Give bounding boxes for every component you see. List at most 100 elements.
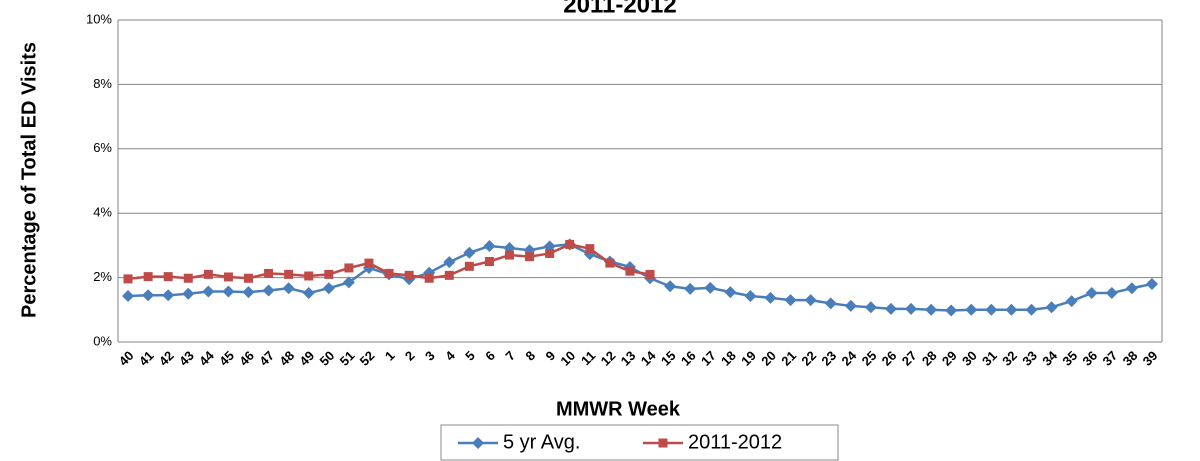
- data-point: [202, 285, 215, 298]
- data-point: [163, 272, 173, 282]
- x-tick-label: 1: [382, 348, 398, 364]
- data-point: [483, 240, 496, 253]
- x-tick-label: 18: [718, 348, 739, 369]
- legend-marker: [472, 437, 484, 449]
- data-point: [143, 272, 153, 282]
- legend-box: [440, 424, 839, 461]
- data-point: [905, 302, 918, 315]
- data-point: [1125, 282, 1138, 295]
- data-point: [505, 250, 514, 260]
- legend-label: 5 yr Avg.: [503, 431, 580, 453]
- data-point: [844, 299, 857, 312]
- x-tick-label: 41: [136, 348, 157, 369]
- x-tick-label: 28: [919, 348, 940, 369]
- x-tick-label: 24: [839, 347, 860, 368]
- data-point: [585, 244, 595, 254]
- data-point: [664, 280, 677, 293]
- x-tick-label: 32: [999, 348, 1020, 369]
- data-point: [463, 246, 476, 259]
- data-point: [945, 304, 958, 317]
- x-tick-label: 31: [979, 348, 1000, 369]
- data-point: [985, 303, 998, 316]
- data-point: [704, 281, 717, 294]
- data-point: [183, 273, 193, 283]
- x-tick-label: 12: [598, 348, 619, 369]
- data-point: [1005, 303, 1018, 316]
- data-point: [304, 271, 314, 281]
- data-point: [123, 274, 133, 284]
- data-point: [1105, 287, 1118, 300]
- x-tick-label: 42: [156, 348, 177, 369]
- x-tick-label: 48: [276, 348, 297, 369]
- data-point: [444, 270, 454, 280]
- data-point: [242, 286, 255, 299]
- data-point: [162, 289, 175, 302]
- data-point: [864, 301, 877, 314]
- x-tick-label: 52: [357, 348, 378, 369]
- x-tick-label: 14: [638, 347, 659, 368]
- x-tick-label: 22: [798, 348, 819, 369]
- x-tick-label: 33: [1019, 348, 1040, 369]
- x-tick-label: 19: [738, 348, 759, 369]
- x-tick-label: 35: [1059, 348, 1080, 369]
- data-point: [1045, 301, 1058, 314]
- data-point: [142, 289, 155, 302]
- data-point: [1025, 303, 1038, 316]
- legend-label: 2011-2012: [688, 431, 782, 453]
- data-point: [182, 287, 195, 300]
- x-tick-label: 13: [618, 348, 639, 369]
- x-tick-label: 50: [317, 348, 338, 369]
- x-tick-label: 16: [678, 348, 699, 369]
- data-point: [824, 297, 837, 310]
- data-point: [1065, 295, 1078, 308]
- x-tick-label: 9: [542, 348, 558, 364]
- chart-title: 2011-2012: [563, 0, 676, 18]
- data-point: [384, 268, 394, 278]
- data-point: [322, 282, 335, 295]
- x-tick-label: 30: [959, 348, 980, 369]
- data-point: [523, 244, 536, 257]
- y-tick-label: 4%: [93, 205, 112, 220]
- x-tick-label: 46: [236, 348, 257, 369]
- y-tick-label: 0%: [93, 333, 112, 348]
- x-tick-label: 27: [899, 348, 920, 369]
- x-tick-label: 4: [442, 347, 458, 363]
- x-tick-label: 7: [502, 348, 518, 364]
- y-tick-label: 8%: [93, 76, 112, 91]
- data-point: [645, 269, 655, 279]
- x-tick-label: 40: [116, 348, 137, 369]
- x-tick-label: 25: [859, 348, 880, 369]
- x-tick-label: 43: [176, 348, 197, 369]
- x-tick-label: 20: [758, 348, 779, 369]
- y-tick-label: 6%: [93, 140, 112, 155]
- x-tick-label: 21: [778, 348, 799, 369]
- x-axis-title: MMWR Week: [556, 398, 681, 420]
- data-point: [625, 266, 635, 276]
- data-point: [484, 257, 494, 266]
- y-tick-label: 10%: [86, 11, 112, 26]
- legend-marker: [658, 438, 668, 448]
- data-point: [525, 252, 535, 262]
- data-point: [804, 294, 817, 307]
- data-point: [324, 269, 334, 279]
- data-point: [565, 239, 575, 249]
- data-point: [222, 285, 235, 298]
- x-tick-label: 5: [462, 348, 478, 364]
- data-point: [464, 261, 474, 271]
- x-tick-label: 17: [698, 348, 719, 369]
- data-point: [1145, 278, 1158, 291]
- data-point: [1085, 287, 1098, 300]
- x-tick-label: 37: [1100, 348, 1121, 369]
- data-point: [724, 286, 737, 299]
- x-tick-label: 51: [337, 348, 358, 369]
- x-tick-label: 47: [256, 348, 277, 369]
- data-point: [284, 269, 294, 279]
- x-tick-label: 6: [482, 348, 498, 364]
- data-point: [404, 270, 414, 280]
- x-tick-label: 39: [1140, 348, 1161, 369]
- data-point: [122, 289, 135, 302]
- data-point: [282, 282, 295, 295]
- x-tick-label: 15: [658, 348, 679, 369]
- x-tick-label: 23: [818, 348, 839, 369]
